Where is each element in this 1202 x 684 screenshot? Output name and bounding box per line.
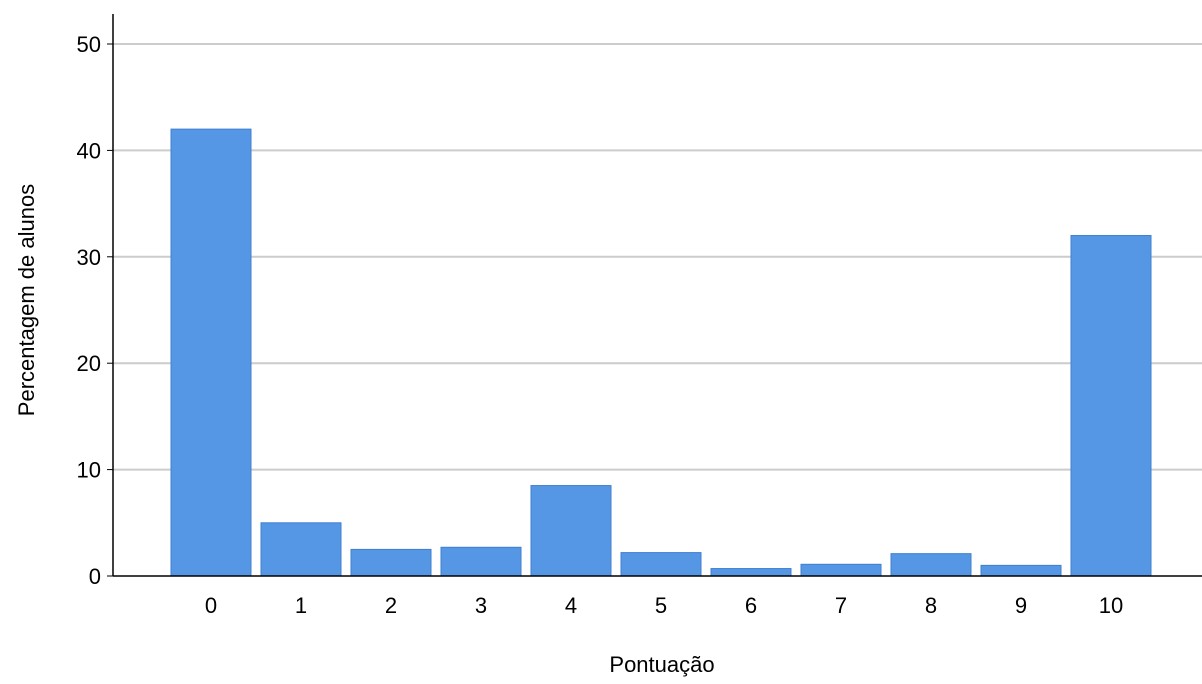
y-tick-label: 40 (77, 138, 101, 163)
bars (170, 128, 1152, 577)
bar-2 (350, 548, 432, 577)
x-tick-label: 1 (295, 593, 307, 618)
x-tick-label: 10 (1099, 593, 1123, 618)
x-axis-title: Pontuação (609, 652, 714, 677)
bar-5 (620, 552, 702, 577)
bar-8 (890, 553, 972, 577)
gridlines (113, 43, 1202, 471)
bar-6 (710, 568, 792, 577)
x-tick-label: 6 (745, 593, 757, 618)
x-tick-label: 7 (835, 593, 847, 618)
x-tick-label: 4 (565, 593, 577, 618)
x-tick-label: 5 (655, 593, 667, 618)
y-tick-label: 10 (77, 458, 101, 483)
bar-4 (530, 485, 612, 577)
y-tick-label: 30 (77, 245, 101, 270)
y-tick-labels: 0 10 20 30 40 50 (77, 32, 101, 589)
bar-9 (980, 564, 1062, 577)
x-tick-label: 9 (1015, 593, 1027, 618)
y-tick-label: 20 (77, 351, 101, 376)
bar-10 (1070, 235, 1152, 577)
x-tick-label: 0 (205, 593, 217, 618)
bar-1 (260, 522, 342, 577)
y-axis-title: Percentagem de alunos (14, 184, 39, 416)
bar-7 (800, 563, 882, 577)
x-tick-label: 8 (925, 593, 937, 618)
bar-3 (440, 546, 522, 577)
x-tick-label: 2 (385, 593, 397, 618)
x-tick-labels: 0 1 2 3 4 5 6 7 8 9 10 (205, 593, 1123, 618)
y-tick-label: 0 (89, 564, 101, 589)
axes (107, 14, 1202, 577)
x-tick-label: 3 (475, 593, 487, 618)
bar-0 (170, 128, 252, 577)
y-tick-label: 50 (77, 32, 101, 57)
